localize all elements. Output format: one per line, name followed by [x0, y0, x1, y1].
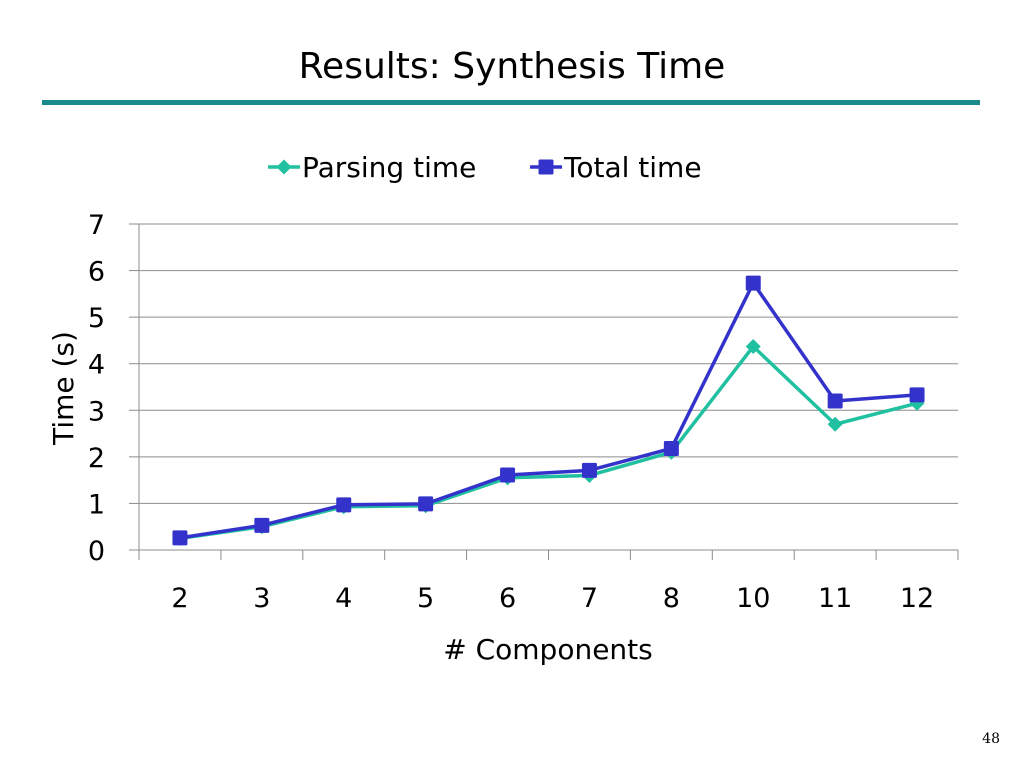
y-tick-label: 6 [88, 257, 105, 288]
legend-label: Parsing time [302, 151, 476, 184]
y-tick-label: 7 [88, 210, 105, 241]
x-tick-label: 8 [663, 583, 680, 614]
series-line-parsing-time [179, 344, 918, 541]
y-tick-labels: 0 1 2 3 4 5 6 7 [88, 210, 105, 567]
y-tick-label: 3 [88, 396, 105, 427]
data-point-total-time [663, 440, 679, 456]
data-point-parsing-time [827, 416, 843, 432]
legend-label: Total time [563, 151, 702, 184]
series-line-total-time [179, 281, 918, 540]
data-point-total-time [336, 497, 352, 513]
axes [138, 224, 959, 560]
y-tick-label: 0 [88, 536, 105, 567]
y-tick-label: 1 [88, 489, 105, 520]
data-point-parsing-time [745, 338, 761, 354]
x-tick-label: 11 [818, 583, 852, 614]
x-tick-label: 12 [900, 583, 934, 614]
x-axis-label: # Components [443, 633, 653, 666]
data-point-total-time [172, 530, 188, 546]
chart-legend: Parsing time Total time [268, 151, 702, 184]
data-point-total-time [418, 496, 434, 512]
data-point-total-time [745, 275, 761, 291]
x-tick-label: 5 [417, 583, 434, 614]
x-tick-label: 4 [335, 583, 352, 614]
y-axis-label: Time (s) [47, 331, 80, 446]
x-tick-label: 2 [171, 583, 188, 614]
gridlines [129, 223, 958, 551]
data-point-total-time [254, 517, 270, 533]
data-point-total-time [909, 387, 925, 403]
title-rule [42, 100, 980, 105]
x-tick-label: 10 [736, 583, 770, 614]
x-tick-label: 7 [581, 583, 598, 614]
x-tick-label: 3 [253, 583, 270, 614]
series-total-time [172, 275, 925, 546]
y-tick-label: 5 [88, 303, 105, 334]
data-point-total-time [500, 467, 516, 483]
legend-item-parsing-time: Parsing time [268, 151, 476, 184]
x-tick-label: 6 [499, 583, 516, 614]
page-number: 48 [982, 731, 1000, 747]
y-tick-label: 4 [88, 350, 105, 381]
y-tick-label: 2 [88, 443, 105, 474]
legend-marker [538, 159, 554, 175]
data-point-total-time [581, 462, 597, 478]
legend-item-total-time: Total time [530, 151, 702, 184]
series-group [172, 275, 925, 546]
legend-marker [276, 159, 292, 175]
data-point-total-time [827, 393, 843, 409]
slide-title: Results: Synthesis Time [298, 46, 726, 87]
x-tick-labels: 2 3 4 5 6 7 8 10 11 12 [171, 583, 934, 614]
